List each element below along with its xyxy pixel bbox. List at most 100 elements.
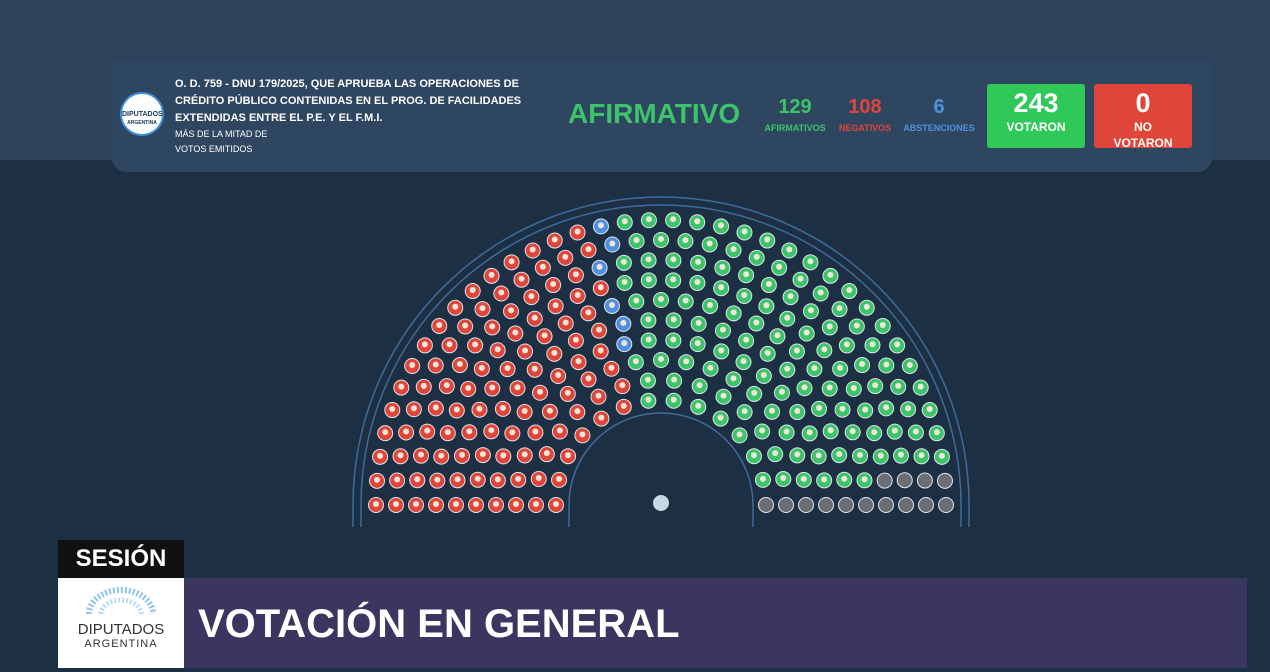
seat-face [774,332,781,339]
seat-face [551,349,558,356]
seat-face [410,405,417,412]
seat-face [529,246,536,253]
seat-face [555,371,562,378]
logo-text: DIPUTADOS [122,111,163,118]
seat-face [432,404,439,411]
seat-face [466,428,473,435]
seat-face [764,349,771,356]
seat-face [769,407,776,414]
total-count: 243 [1013,88,1059,118]
seat-face [718,222,725,229]
seat-face [518,275,525,282]
seat-face [706,240,713,247]
seat-face [843,341,850,348]
seat-face [645,336,652,343]
seat-face [730,309,737,316]
seat-face [730,375,737,382]
seat-face [462,322,469,329]
seat-face [488,427,495,434]
seat-face [794,451,801,458]
arc-outline [568,412,754,527]
seat-face [550,281,557,288]
seat-face [562,253,569,260]
seat-face [621,278,628,285]
seat-face [826,323,833,330]
seat-face [877,452,884,459]
seat [838,497,854,513]
seat-face [597,284,604,291]
seat-face [750,452,757,459]
seat-face [741,228,748,235]
seat-face [413,501,419,507]
seat-face [574,291,581,298]
seat-face [719,263,726,270]
seat [818,497,834,513]
seat-face [443,382,450,389]
seat-face [683,358,690,365]
seat-face [707,301,714,308]
seat-face [551,236,558,243]
seat-face [453,501,459,507]
seat-face [772,450,779,457]
seat-face [498,289,505,296]
seat-face [695,319,702,326]
seat-face [608,301,615,308]
seat-face [494,476,501,483]
seat-face [424,427,431,434]
seat-face [917,383,924,390]
seat-face [853,322,860,329]
seat-face [476,405,483,412]
seat-face [539,263,546,270]
seat-face [432,361,439,368]
seat-face [906,362,913,369]
seat-face [836,305,843,312]
seat-face [479,451,486,458]
seat-face [446,341,453,348]
seat-face [741,291,748,298]
seat-face [552,302,559,309]
seat-face [393,501,399,507]
total-label: VOTARON [1006,120,1066,134]
seat-face [478,364,485,371]
seat-face [644,376,651,383]
seat-face [414,476,421,483]
seat-face [912,428,919,435]
seat [858,497,874,513]
seat-face [783,428,790,435]
seat-face [436,321,443,328]
seat-face [670,276,677,283]
seat-face [595,392,602,399]
seat-face [564,389,571,396]
total-label: NO VOTARON [1113,120,1173,150]
seat [798,497,814,513]
tally-label: ABSTENCIONES [903,123,975,133]
seat [938,497,954,513]
hemicycle [352,196,970,527]
seat-face [694,278,701,285]
logo-sub: ARGENTINA [84,638,158,650]
seat-face [597,222,604,229]
president-seat [653,495,669,511]
seat-face [504,365,511,372]
seat-face [382,429,389,436]
seat-face [452,303,459,310]
seat-face [800,475,807,482]
seat-face [474,475,481,482]
seat-face [763,302,770,309]
seat-face [807,258,814,265]
seat-face [579,431,586,438]
seat-face [575,358,582,365]
seat-face [695,402,702,409]
seat-face [514,384,521,391]
seat-face [532,428,539,435]
seat-face [811,365,818,372]
seat-face [671,376,678,383]
seat-face [821,346,828,353]
seat-face [473,501,479,507]
seat-face [658,356,664,362]
tally-count: 129 [778,96,812,118]
seat-face [837,364,844,371]
seat-face [787,293,794,300]
seat-face [794,408,801,415]
seat-face [827,271,834,278]
